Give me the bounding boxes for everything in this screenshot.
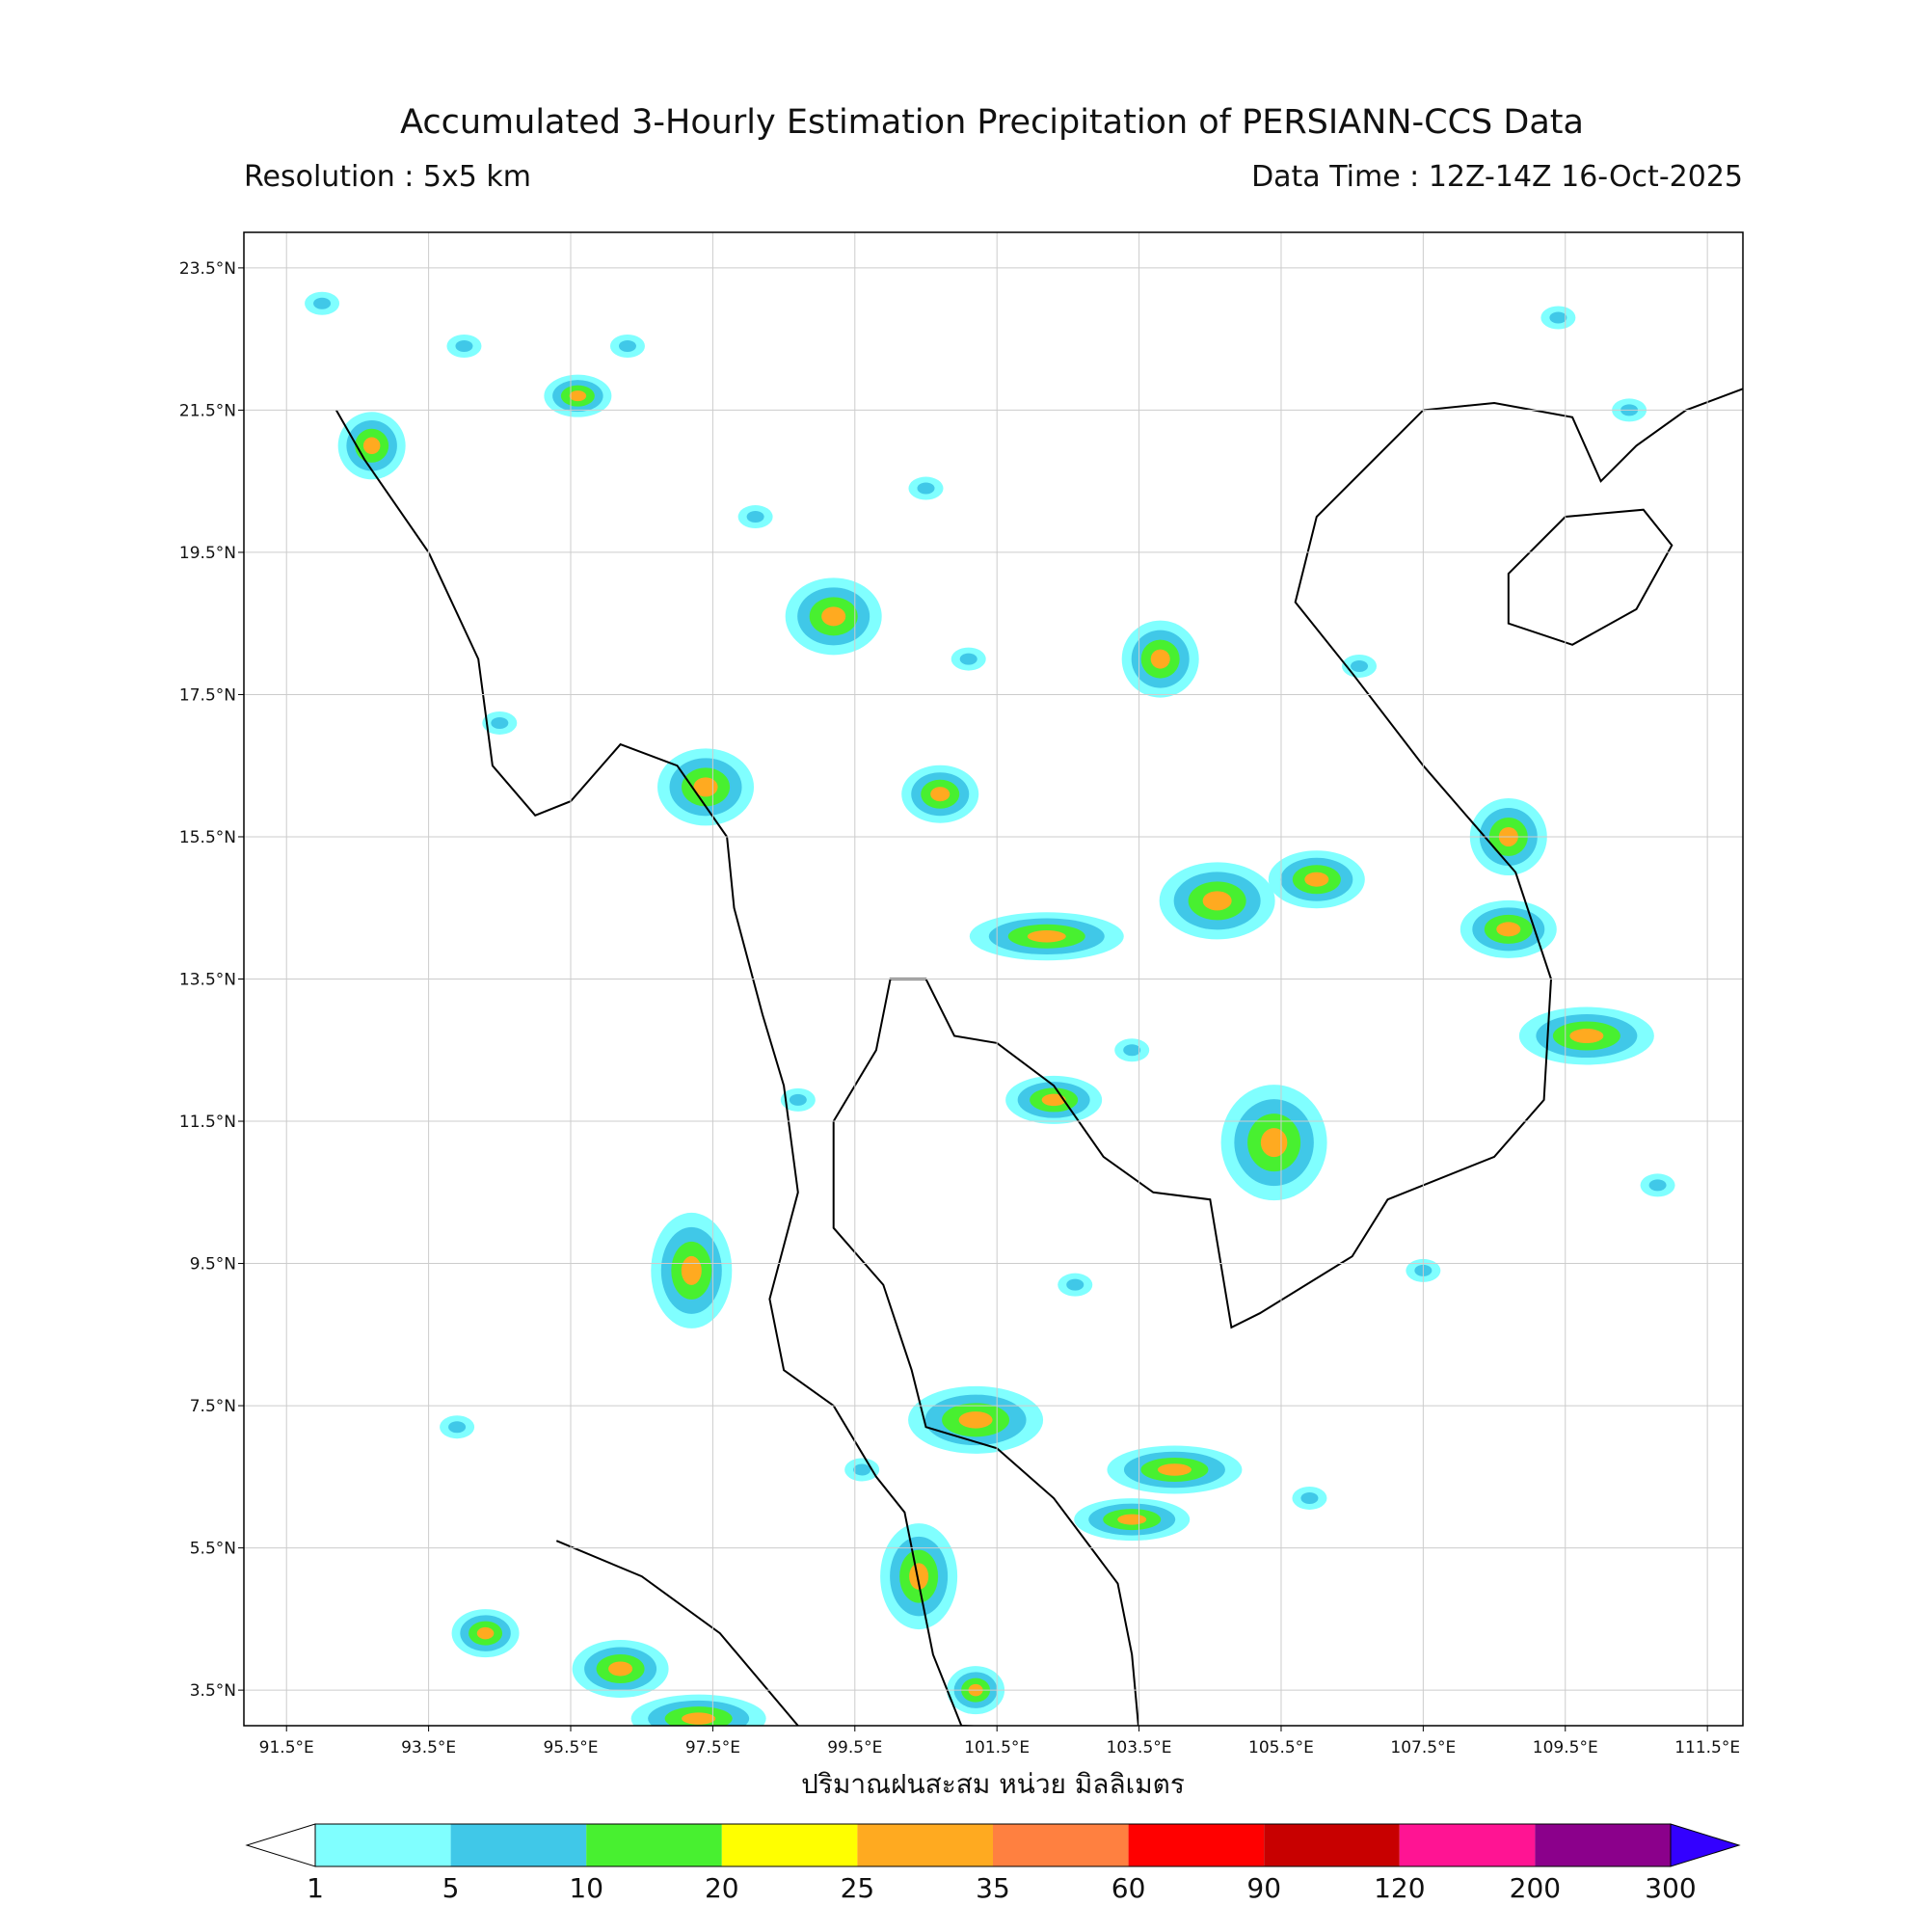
rain-area xyxy=(618,340,636,353)
rain-area xyxy=(789,1093,807,1106)
lon-tick-label: 93.5°E xyxy=(401,1738,456,1758)
lat-tick-label: 9.5°N xyxy=(190,1255,236,1275)
lon-tick-label: 105.5°E xyxy=(1248,1738,1314,1758)
rain-area xyxy=(448,1421,467,1434)
colorbar-box xyxy=(1399,1824,1536,1866)
colorbar-box xyxy=(1264,1824,1400,1866)
rain-area xyxy=(1304,872,1329,887)
lat-tick-label: 11.5°N xyxy=(179,1113,236,1132)
colorbar-over xyxy=(1670,1823,1741,1867)
lat-tick-label: 19.5°N xyxy=(179,544,236,563)
lon-tick-label: 99.5°E xyxy=(827,1738,882,1758)
colorbar-box xyxy=(857,1824,993,1866)
rain-area xyxy=(491,716,509,729)
rain-area xyxy=(1066,1278,1084,1291)
colorbar: 1 5 10 20 25 35 60 90 120 200 300 xyxy=(245,1823,1741,1904)
lon-tick-label: 103.5°E xyxy=(1107,1738,1172,1758)
rain-area xyxy=(853,1463,871,1476)
colorbar-tick-label: 300 xyxy=(1645,1872,1696,1904)
rain-area xyxy=(693,777,718,797)
rain-area xyxy=(569,390,587,402)
colorbar-box xyxy=(586,1824,722,1866)
rain-area xyxy=(959,653,977,665)
rain-area xyxy=(821,606,846,627)
colorbar-box xyxy=(450,1824,587,1866)
lon-tick-label: 95.5°E xyxy=(543,1738,598,1758)
coastline xyxy=(1507,508,1674,646)
rain-area xyxy=(909,1563,929,1590)
lat-tick-label: 3.5°N xyxy=(190,1681,236,1701)
rain-area xyxy=(681,1255,702,1285)
colorbar-box xyxy=(1128,1824,1265,1866)
lat-tick-label: 5.5°N xyxy=(190,1540,236,1559)
rain-area xyxy=(1351,659,1369,672)
colorbar-box xyxy=(1535,1824,1671,1866)
rain-area xyxy=(1569,1029,1604,1044)
lat-tick-label: 21.5°N xyxy=(179,401,236,420)
rain-area xyxy=(476,1626,495,1640)
rain-area xyxy=(1027,929,1066,943)
title: Accumulated 3-Hourly Estimation Precipit… xyxy=(400,103,1584,142)
coastline xyxy=(555,1540,799,1726)
colorbar-tick-label: 5 xyxy=(442,1872,460,1904)
data-time: Data Time : 12Z-14Z 16-Oct-2025 xyxy=(1251,160,1743,194)
rain-area xyxy=(1041,1093,1066,1107)
rain-area xyxy=(1260,1128,1288,1158)
rain-area xyxy=(1202,891,1232,911)
lat-tick-label: 23.5°N xyxy=(179,259,236,279)
colorbar-tick-label: 90 xyxy=(1246,1872,1281,1904)
colorbar-box xyxy=(315,1824,451,1866)
rain-area xyxy=(1496,922,1521,937)
lat-tick-label: 17.5°N xyxy=(179,685,236,705)
lon-tick-label: 111.5°E xyxy=(1674,1738,1740,1758)
lon-tick-label: 109.5°E xyxy=(1533,1738,1598,1758)
colorbar-tick-label: 25 xyxy=(841,1872,875,1904)
colorbar-tick-label: 120 xyxy=(1374,1872,1425,1904)
map-content xyxy=(244,232,1743,1726)
map: 91.5°E 93.5°E 95.5°E 97.5°E 99.5°E 101.5°E 103… xyxy=(179,231,1744,1758)
rain-area xyxy=(1648,1179,1667,1192)
rain-area xyxy=(455,340,473,353)
rain-area xyxy=(1300,1491,1319,1504)
colorbar-tick-label: 1 xyxy=(307,1872,324,1904)
rain-area xyxy=(1123,1044,1141,1057)
rain-area xyxy=(362,437,381,455)
rain-area xyxy=(930,787,951,802)
colorbar-box xyxy=(721,1824,858,1866)
resolution: Resolution : 5x5 km xyxy=(244,160,531,194)
rain-area xyxy=(682,1712,716,1725)
colorbar-label: ปริมาณฝนสะสม หน่วย มิลลิเมตร xyxy=(801,1768,1185,1800)
lon-tick-label: 97.5°E xyxy=(685,1738,740,1758)
lat-tick-label: 13.5°N xyxy=(179,971,236,990)
rain-area xyxy=(1150,649,1170,669)
lat-tick-label: 7.5°N xyxy=(190,1397,236,1416)
rain-area xyxy=(608,1661,633,1677)
lon-tick-label: 101.5°E xyxy=(964,1738,1030,1758)
colorbar-tick-label: 200 xyxy=(1510,1872,1561,1904)
rain-area xyxy=(958,1411,993,1429)
colorbar-frame xyxy=(314,1823,1672,1867)
colorbar-under xyxy=(245,1823,316,1867)
coastline xyxy=(335,388,1743,1726)
rain-area xyxy=(1157,1463,1192,1476)
rain-area xyxy=(1117,1514,1147,1525)
colorbar-tick-label: 20 xyxy=(705,1872,739,1904)
lon-tick-label: 91.5°E xyxy=(259,1738,314,1758)
rain-area xyxy=(746,511,764,523)
rain-area xyxy=(1549,311,1567,324)
colorbar-tick-label: 10 xyxy=(569,1872,603,1904)
colorbar-box xyxy=(993,1824,1129,1866)
rain-area xyxy=(917,482,935,495)
colorbar-tick-label: 60 xyxy=(1111,1872,1146,1904)
rain-area xyxy=(313,297,332,309)
map-frame xyxy=(243,231,1744,1727)
lon-tick-label: 107.5°E xyxy=(1390,1738,1456,1758)
lat-tick-label: 15.5°N xyxy=(179,828,236,847)
colorbar-tick-label: 35 xyxy=(976,1872,1010,1904)
